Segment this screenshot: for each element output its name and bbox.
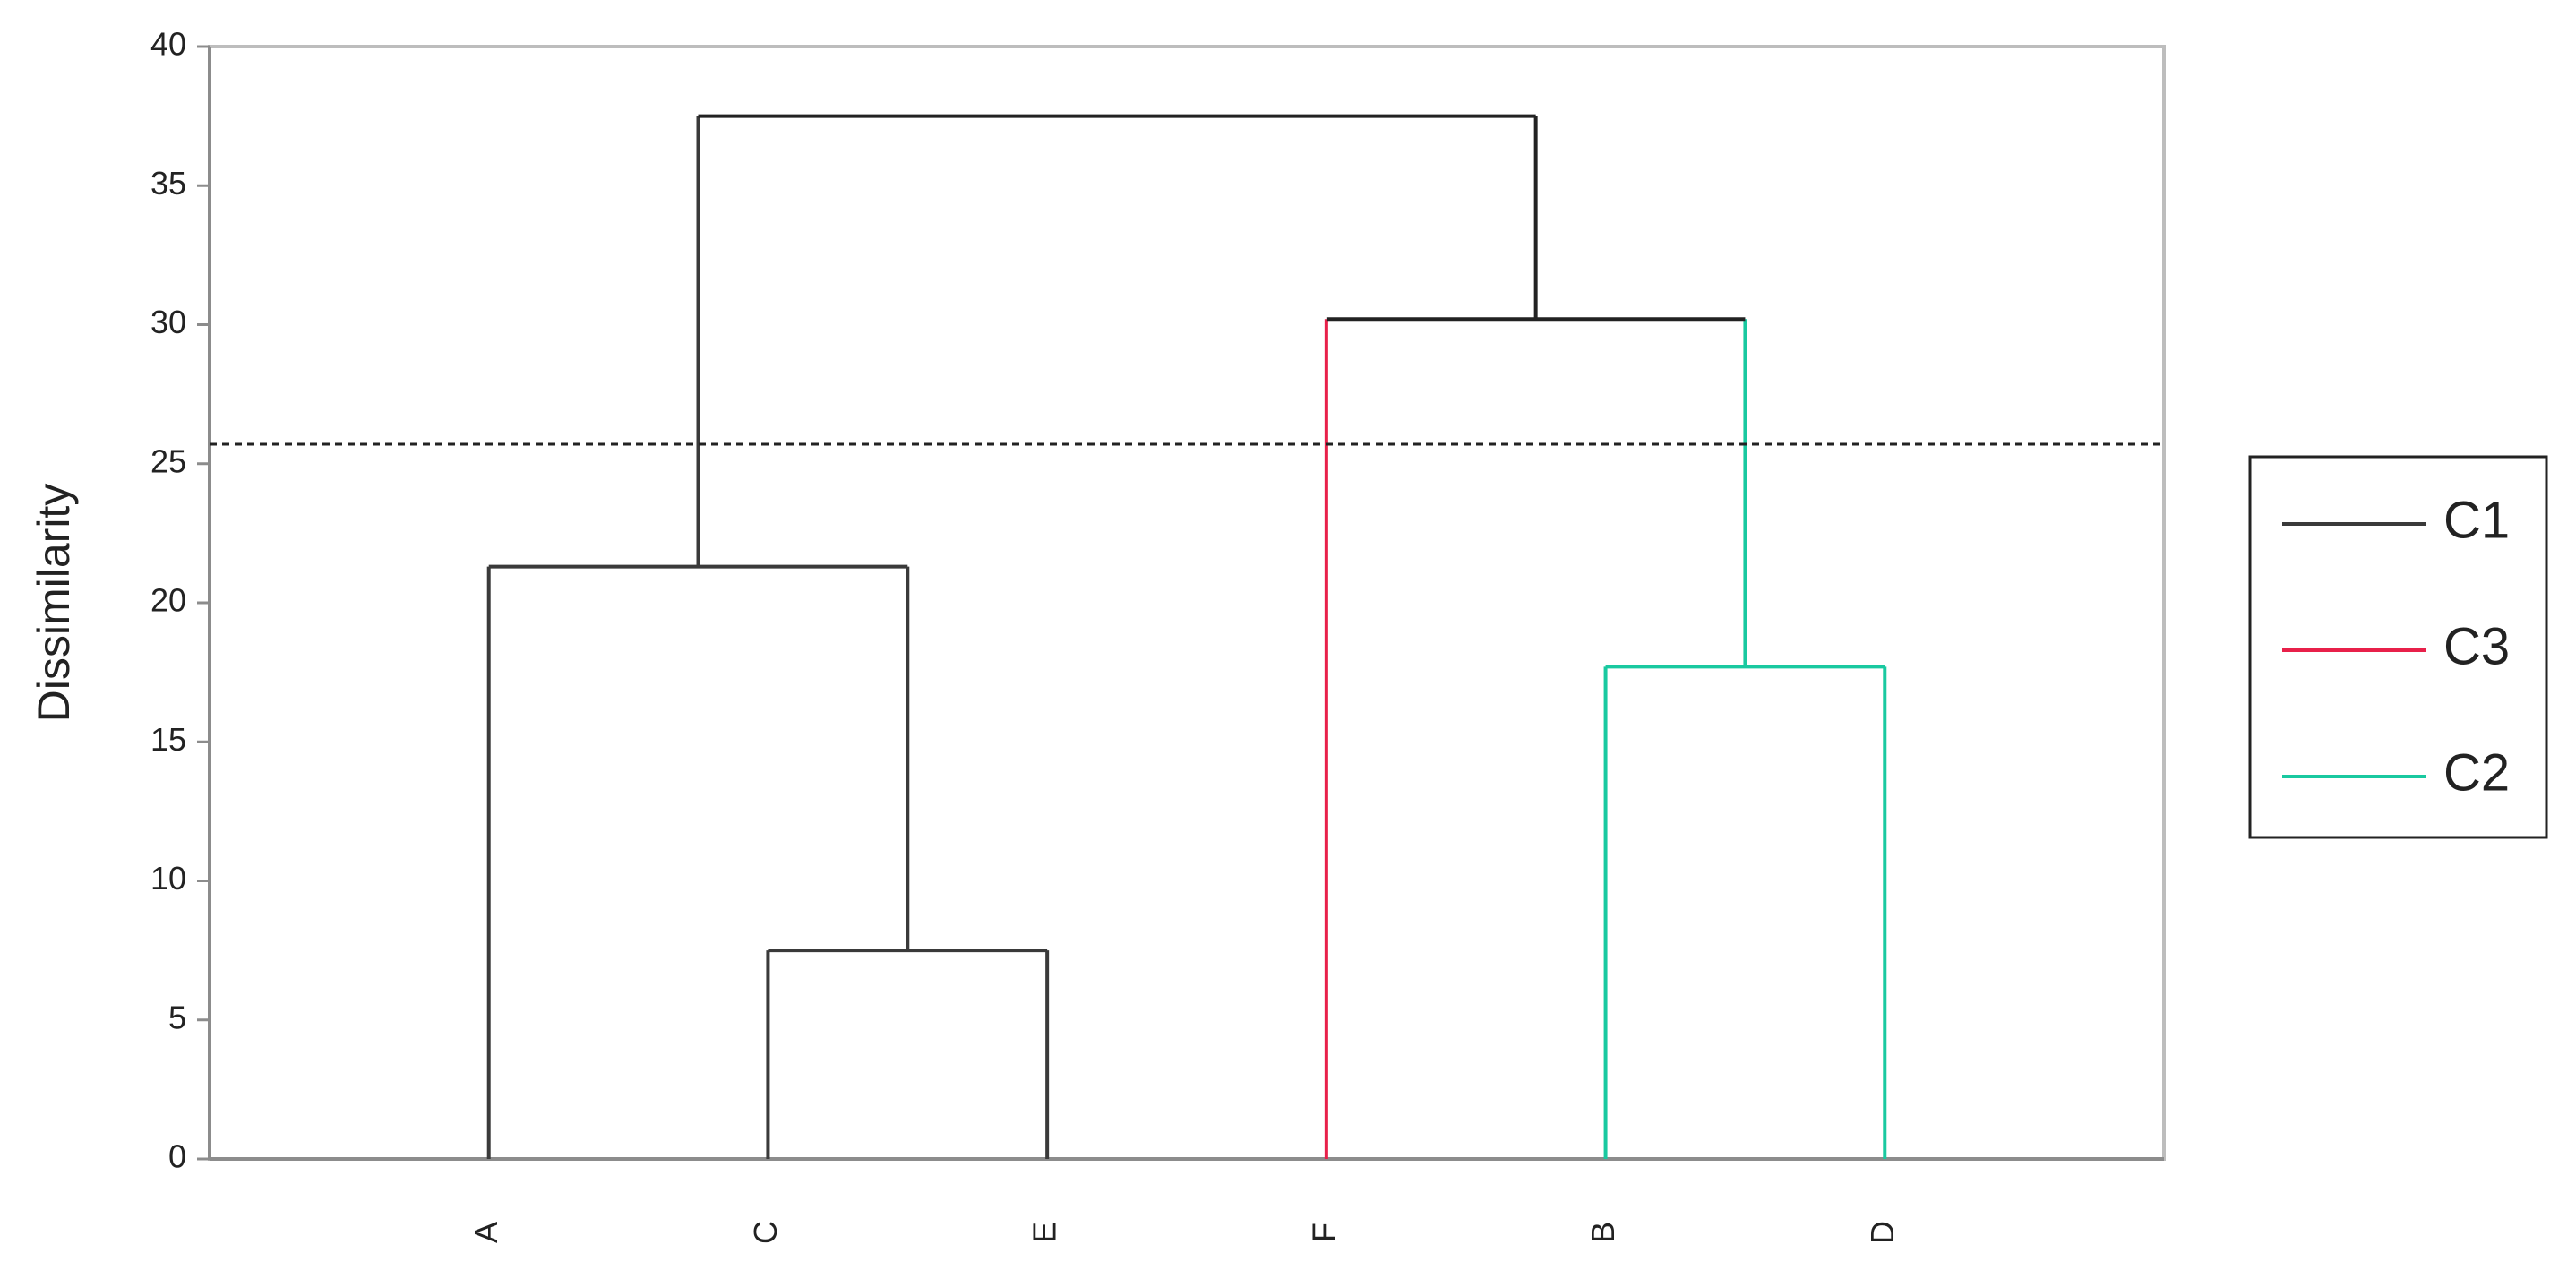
y-tick-label: 0 bbox=[168, 1138, 186, 1175]
y-tick-label: 5 bbox=[168, 999, 186, 1035]
y-tick-label: 15 bbox=[150, 721, 186, 758]
legend-box bbox=[2248, 455, 2548, 839]
leaf-label: A bbox=[468, 1222, 504, 1243]
leaf-label: E bbox=[1026, 1222, 1063, 1243]
leaf-label: B bbox=[1584, 1222, 1621, 1243]
legend-label: C2 bbox=[2443, 743, 2510, 802]
y-tick-label: 10 bbox=[150, 860, 186, 897]
y-tick-label: 25 bbox=[150, 442, 186, 479]
leaf-label: F bbox=[1305, 1223, 1342, 1242]
legend-label: C3 bbox=[2443, 617, 2510, 675]
y-tick-label: 35 bbox=[150, 165, 186, 202]
y-tick-label: 30 bbox=[150, 304, 186, 340]
leaf-label: C bbox=[747, 1221, 784, 1244]
y-axis-label: Dissimilarity bbox=[29, 484, 79, 723]
y-tick-label: 20 bbox=[150, 582, 186, 619]
legend-label: C1 bbox=[2443, 491, 2510, 549]
leaf-label: D bbox=[1864, 1221, 1901, 1244]
y-tick-label: 40 bbox=[150, 26, 186, 63]
